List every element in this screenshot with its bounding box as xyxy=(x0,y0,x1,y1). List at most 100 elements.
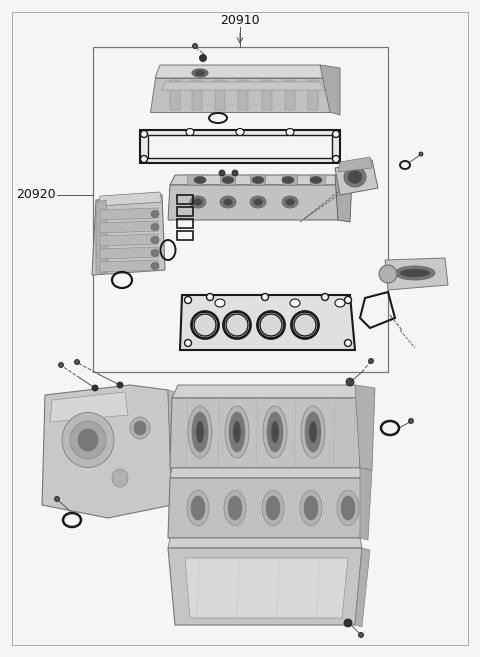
Ellipse shape xyxy=(200,55,206,62)
Ellipse shape xyxy=(271,421,279,443)
Ellipse shape xyxy=(74,359,80,365)
Polygon shape xyxy=(250,175,266,185)
Ellipse shape xyxy=(253,198,263,206)
Ellipse shape xyxy=(184,296,192,304)
Polygon shape xyxy=(185,558,348,618)
Polygon shape xyxy=(335,175,352,222)
Ellipse shape xyxy=(206,294,214,300)
Polygon shape xyxy=(335,160,378,195)
Polygon shape xyxy=(308,80,318,110)
Ellipse shape xyxy=(151,237,159,244)
Polygon shape xyxy=(170,80,180,110)
Polygon shape xyxy=(168,548,362,625)
Polygon shape xyxy=(140,130,340,163)
Ellipse shape xyxy=(286,198,295,206)
Ellipse shape xyxy=(419,152,423,156)
Polygon shape xyxy=(162,82,325,90)
Ellipse shape xyxy=(151,210,159,217)
Ellipse shape xyxy=(260,314,282,336)
Polygon shape xyxy=(170,398,362,468)
Ellipse shape xyxy=(304,496,318,520)
Polygon shape xyxy=(385,258,448,290)
Ellipse shape xyxy=(267,412,283,452)
Polygon shape xyxy=(100,234,158,246)
Ellipse shape xyxy=(62,413,114,468)
Ellipse shape xyxy=(257,311,285,338)
Ellipse shape xyxy=(151,223,159,231)
Ellipse shape xyxy=(70,421,106,459)
Ellipse shape xyxy=(236,129,244,135)
Ellipse shape xyxy=(92,385,98,391)
Polygon shape xyxy=(98,192,162,206)
Ellipse shape xyxy=(348,171,362,183)
Polygon shape xyxy=(100,247,158,259)
Ellipse shape xyxy=(286,129,294,135)
Ellipse shape xyxy=(224,198,232,206)
Ellipse shape xyxy=(309,421,317,443)
Ellipse shape xyxy=(369,359,373,363)
Ellipse shape xyxy=(344,167,366,187)
Ellipse shape xyxy=(262,491,284,526)
Ellipse shape xyxy=(130,417,150,439)
Polygon shape xyxy=(168,185,340,220)
Ellipse shape xyxy=(346,378,354,386)
Ellipse shape xyxy=(117,382,123,388)
Polygon shape xyxy=(96,200,108,275)
Ellipse shape xyxy=(151,250,159,256)
Ellipse shape xyxy=(233,421,241,443)
Ellipse shape xyxy=(335,299,345,307)
Polygon shape xyxy=(262,80,272,110)
Ellipse shape xyxy=(187,491,209,526)
Text: 20910: 20910 xyxy=(220,14,260,26)
Ellipse shape xyxy=(322,294,328,300)
Polygon shape xyxy=(168,390,178,508)
Polygon shape xyxy=(355,548,370,627)
Ellipse shape xyxy=(282,196,298,208)
Ellipse shape xyxy=(112,469,128,487)
Polygon shape xyxy=(220,175,236,185)
Polygon shape xyxy=(360,468,372,540)
Polygon shape xyxy=(168,538,362,548)
Ellipse shape xyxy=(250,196,266,208)
Ellipse shape xyxy=(194,177,206,183)
Polygon shape xyxy=(187,175,203,185)
Ellipse shape xyxy=(192,43,197,49)
Ellipse shape xyxy=(345,296,351,304)
Ellipse shape xyxy=(224,311,251,338)
Polygon shape xyxy=(320,65,340,115)
Ellipse shape xyxy=(190,196,206,208)
Ellipse shape xyxy=(263,406,287,458)
Ellipse shape xyxy=(341,496,355,520)
Polygon shape xyxy=(42,385,172,518)
Ellipse shape xyxy=(229,412,245,452)
Polygon shape xyxy=(215,80,225,110)
Ellipse shape xyxy=(192,69,208,77)
Ellipse shape xyxy=(192,311,218,338)
Ellipse shape xyxy=(219,170,225,176)
Ellipse shape xyxy=(344,619,352,627)
Polygon shape xyxy=(150,78,330,112)
Polygon shape xyxy=(50,392,128,422)
Ellipse shape xyxy=(395,266,435,280)
Polygon shape xyxy=(148,135,332,158)
Ellipse shape xyxy=(191,496,205,520)
Ellipse shape xyxy=(310,177,322,183)
Ellipse shape xyxy=(379,265,397,283)
Ellipse shape xyxy=(252,177,264,183)
Ellipse shape xyxy=(333,131,339,137)
Ellipse shape xyxy=(226,314,248,336)
Polygon shape xyxy=(168,478,365,538)
Polygon shape xyxy=(155,65,330,78)
Ellipse shape xyxy=(222,177,234,183)
Polygon shape xyxy=(310,175,326,185)
Ellipse shape xyxy=(345,340,351,346)
Ellipse shape xyxy=(55,497,60,501)
Ellipse shape xyxy=(294,314,316,336)
Ellipse shape xyxy=(224,491,246,526)
Ellipse shape xyxy=(262,294,268,300)
Polygon shape xyxy=(192,80,202,110)
Ellipse shape xyxy=(151,263,159,269)
Ellipse shape xyxy=(192,412,208,452)
Ellipse shape xyxy=(193,198,203,206)
Ellipse shape xyxy=(78,429,98,451)
